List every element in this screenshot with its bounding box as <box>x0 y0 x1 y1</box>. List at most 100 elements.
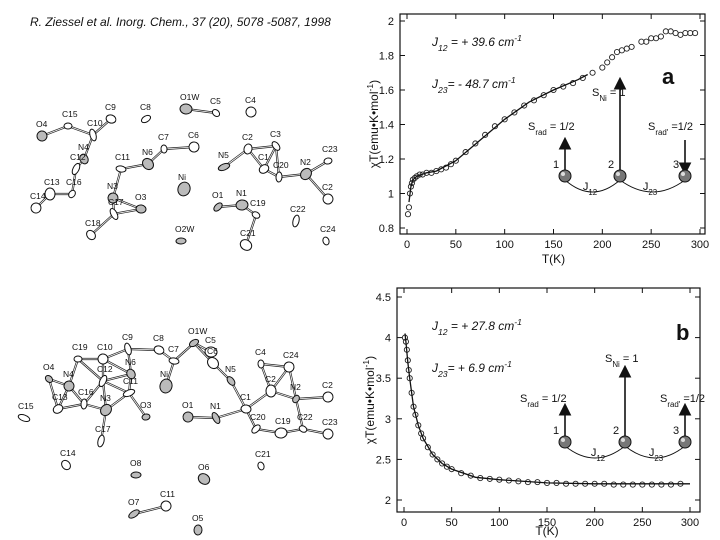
coupling-label-part: 23 <box>648 188 657 197</box>
atom <box>251 424 261 434</box>
coupling-label-part: J <box>643 181 649 193</box>
atom-label: Ni <box>178 172 186 182</box>
atom-label: C23 <box>322 144 338 154</box>
spin-site <box>558 169 572 183</box>
data-point <box>443 463 450 470</box>
y-tick-label: 1.4 <box>379 120 394 132</box>
atom-label: N3 <box>107 181 118 191</box>
exchange-arc <box>619 179 686 193</box>
site-number: 1 <box>553 159 559 171</box>
atom <box>17 414 31 422</box>
atom <box>160 144 168 154</box>
spin-label: SNi = 1 <box>605 353 638 369</box>
coupling-annotation-part: J <box>431 319 439 333</box>
bond-core <box>48 378 59 410</box>
data-point <box>420 435 427 442</box>
atom <box>97 434 105 448</box>
atom <box>175 237 187 245</box>
atom <box>98 374 108 388</box>
spin-site <box>678 169 692 183</box>
atom <box>274 427 288 439</box>
bond-core <box>102 380 130 394</box>
data-point <box>408 180 415 187</box>
atom <box>44 187 56 201</box>
x-tick-label: 50 <box>450 239 462 251</box>
atom <box>61 459 71 471</box>
atom-label: C8 <box>140 102 151 112</box>
data-point <box>599 64 606 71</box>
atom <box>86 229 96 241</box>
y-tick-label: 3 <box>385 414 391 426</box>
atom-label: C5 <box>205 335 216 345</box>
y-axis-label-part: ) <box>367 80 381 84</box>
data-point <box>643 38 650 45</box>
spin-label-part: S <box>660 393 667 405</box>
spin-label: Srad = 1/2 <box>520 393 567 409</box>
atom-label: O1W <box>188 326 207 336</box>
atom-label: N6 <box>125 357 136 367</box>
atom <box>182 411 194 423</box>
chart: 0 50 100 150 200 250 300 0.8 1 1.2 1.4 1.6 1.8 2 T(K) χ… <box>365 13 709 266</box>
atom-label: O3 <box>135 192 147 202</box>
atom <box>105 114 117 124</box>
data-point <box>589 69 596 76</box>
data-point <box>658 481 665 488</box>
atom-label: C3 <box>270 129 281 139</box>
atom <box>239 239 253 251</box>
y-tick-label: 2 <box>385 495 391 507</box>
spin-site-shine <box>616 172 620 176</box>
atom <box>97 353 109 365</box>
atom <box>63 122 73 130</box>
atom-label: C19 <box>72 342 88 352</box>
spin-site <box>678 435 692 449</box>
coupling-label-part: J <box>591 447 597 459</box>
y-tick-label: 4 <box>385 333 391 345</box>
atom <box>126 368 136 380</box>
atom-label: C9 <box>122 332 133 342</box>
coupling-label-part: 23 <box>654 454 663 463</box>
spin-site <box>613 169 627 183</box>
coupling-label-part: 12 <box>588 188 597 197</box>
coupling-annotation-part: -1 <box>504 359 512 369</box>
atom <box>141 413 151 421</box>
data-point <box>411 174 418 182</box>
atom <box>68 189 76 199</box>
atom <box>240 404 252 414</box>
atom <box>204 346 218 358</box>
data-point <box>429 451 436 458</box>
atom <box>226 376 236 386</box>
citation: R. Ziessel et al. Inorg. Chem., 37 (20),… <box>30 15 331 29</box>
atom <box>197 473 211 485</box>
atom-label: O1 <box>212 190 224 200</box>
atom-label: C10 <box>97 342 113 352</box>
atom-label: N1 <box>236 188 247 198</box>
bond-core <box>77 358 104 382</box>
site-number: 3 <box>673 425 679 437</box>
atom-label: C5 <box>210 96 221 106</box>
atom-label: C23 <box>322 417 338 427</box>
atom-label: C24 <box>283 350 299 360</box>
atom <box>30 202 42 214</box>
spin-site-shine <box>561 172 565 176</box>
atom-label: N4 <box>63 369 74 379</box>
atom <box>177 181 191 197</box>
atom-label: C10 <box>87 118 103 128</box>
atom-label: C12 <box>70 152 86 162</box>
atom-label: C9 <box>105 102 116 112</box>
atom-label: C17 <box>95 424 111 434</box>
coupling-label: J12 <box>591 447 605 463</box>
spin-label-part: = 1/2 <box>539 393 567 405</box>
data-point <box>434 456 441 463</box>
atom-label: C2 <box>265 374 276 384</box>
data-point <box>405 204 413 211</box>
atom <box>52 404 64 414</box>
atom-label: N5 <box>218 150 229 160</box>
atom-label: C4 <box>255 347 266 357</box>
coupling-label-part: J <box>649 447 655 459</box>
atom <box>258 164 270 174</box>
coupling-annotation-part: 23 <box>437 85 448 95</box>
atom <box>124 342 132 356</box>
atom-label: N4 <box>78 142 89 152</box>
